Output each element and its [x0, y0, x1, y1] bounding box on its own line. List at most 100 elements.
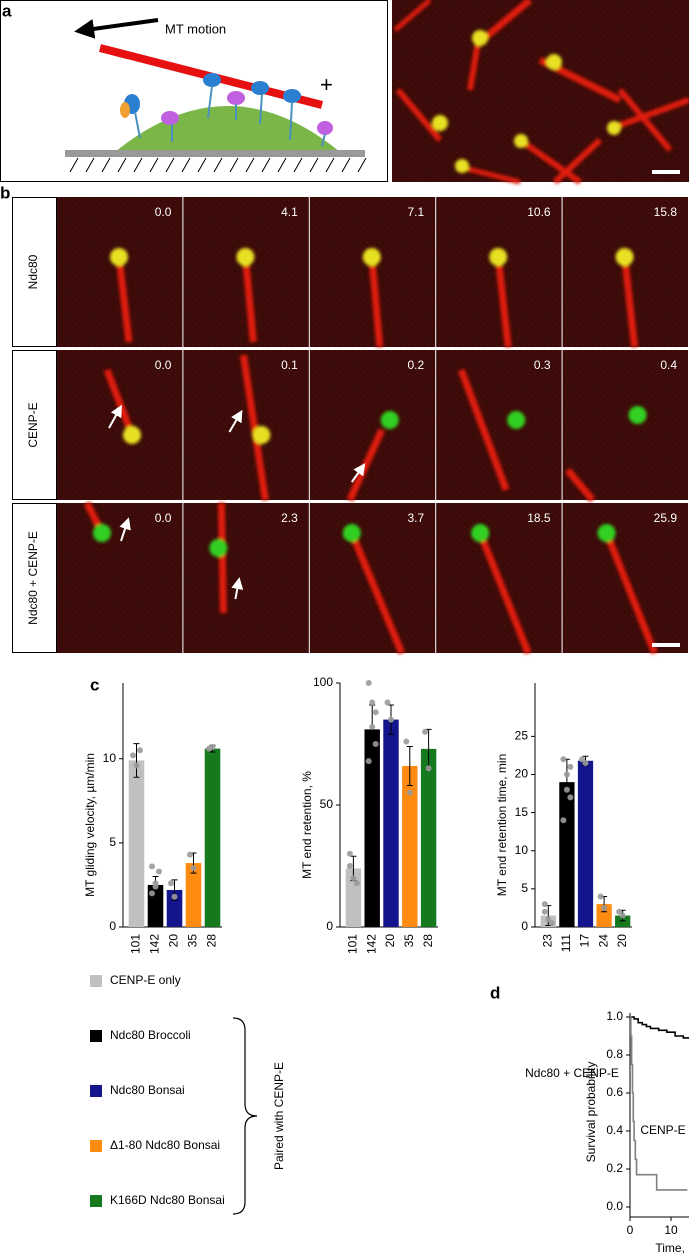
bead: [628, 406, 647, 424]
frame-content: [362, 248, 384, 348]
data-point: [563, 771, 570, 778]
data-point: [156, 868, 162, 875]
row-label: Ndc80 + CENP-E: [26, 531, 40, 625]
bar: [185, 863, 202, 927]
frame-content: [236, 248, 257, 343]
y-tick-label: 50: [320, 797, 334, 811]
x-tick-label: 10: [664, 1223, 678, 1237]
frame: [309, 350, 436, 500]
time-label: 15.8: [654, 205, 678, 219]
x-tick-label: 101: [129, 934, 143, 954]
panel-label: b: [0, 183, 10, 202]
bead: [471, 524, 490, 542]
frame: [562, 350, 688, 500]
micrograph-content: [393, 0, 689, 185]
frame-content: [615, 248, 639, 348]
microtubule: [494, 256, 512, 348]
bead: [597, 524, 616, 542]
data-point: [403, 738, 410, 745]
hatching: [69, 157, 367, 173]
data-point: [616, 908, 623, 915]
data-point: [567, 794, 574, 801]
x-axis-label: Time, min: [655, 1241, 689, 1255]
microtubule: [217, 502, 227, 614]
data-point: [171, 893, 178, 900]
data-point: [597, 893, 604, 900]
arrow: [231, 577, 244, 600]
arrow: [119, 517, 131, 542]
x-tick-label: 23: [540, 934, 554, 948]
time-label: 0.0: [155, 511, 172, 525]
microtubule: [103, 368, 136, 437]
time-label: 0.0: [155, 205, 172, 219]
legend-label: K166D Ndc80 Bonsai: [110, 1193, 225, 1207]
frame-content: [597, 524, 658, 655]
data-point: [365, 758, 372, 765]
data-point: [548, 920, 555, 927]
bar: [402, 765, 418, 927]
survival-curve: [630, 1016, 689, 1039]
data-point: [187, 851, 193, 858]
legend-label: Δ1-80 Ndc80 Bonsai: [110, 1138, 220, 1152]
x-tick-label: 17: [578, 934, 592, 948]
x-tick-label: 101: [346, 934, 360, 954]
row-label-box: [12, 350, 57, 500]
time-label: 7.1: [408, 205, 425, 219]
y-tick-label: 0: [326, 919, 333, 933]
data-point: [422, 728, 429, 735]
panel-label: a: [2, 1, 12, 20]
data-point: [541, 908, 548, 915]
bead: [362, 248, 381, 266]
data-point: [541, 901, 548, 908]
bead: [252, 426, 271, 444]
microtubule: [239, 354, 269, 501]
y-tick-label: 1.0: [606, 1009, 623, 1023]
microtubule: [603, 531, 658, 655]
y-axis-label: Survival probability: [584, 1062, 598, 1163]
frame-content: [457, 368, 526, 492]
time-label: 3.7: [408, 511, 425, 525]
time-label: 0.1: [281, 358, 298, 372]
time-label: 18.5: [527, 511, 551, 525]
bar: [364, 729, 380, 927]
y-tick-label: 25: [515, 729, 529, 743]
data-point: [579, 756, 585, 763]
bead: [380, 411, 399, 429]
data-point: [190, 865, 197, 872]
y-tick-label: 0.4: [606, 1123, 623, 1137]
frame: [57, 503, 183, 653]
error-bar: [406, 745, 413, 786]
data-point: [133, 762, 140, 769]
x-tick-label: 24: [596, 934, 610, 948]
bead: [209, 539, 228, 557]
bar: [577, 760, 594, 927]
row-label-box: [12, 503, 57, 653]
data-point: [209, 743, 216, 750]
x-tick-label: 142: [364, 934, 378, 954]
bar: [420, 748, 437, 927]
y-tick-label: 0.6: [606, 1085, 623, 1099]
y-tick-label: 0: [521, 919, 528, 933]
frame-content: [103, 368, 141, 444]
bead: [342, 524, 361, 542]
motors: [120, 73, 333, 147]
data-point: [149, 863, 155, 870]
frame-content: [471, 524, 532, 655]
y-tick-label: 5: [109, 835, 116, 849]
frame-content: [342, 524, 406, 655]
data-point: [350, 875, 357, 882]
x-tick-label: 35: [186, 934, 200, 948]
y-tick-label: 10: [515, 843, 529, 857]
y-tick-label: 0.0: [606, 1199, 623, 1213]
microtubule: [346, 428, 385, 502]
arrow: [228, 409, 243, 433]
frame-content: [239, 354, 271, 501]
data-point: [545, 916, 552, 923]
y-tick-label: 5: [521, 881, 528, 895]
frame-content: [489, 248, 512, 348]
data-point: [601, 904, 608, 911]
legend-label: Ndc80 Broccoli: [110, 1028, 191, 1042]
data-point: [582, 760, 589, 767]
microtubule: [348, 531, 406, 655]
